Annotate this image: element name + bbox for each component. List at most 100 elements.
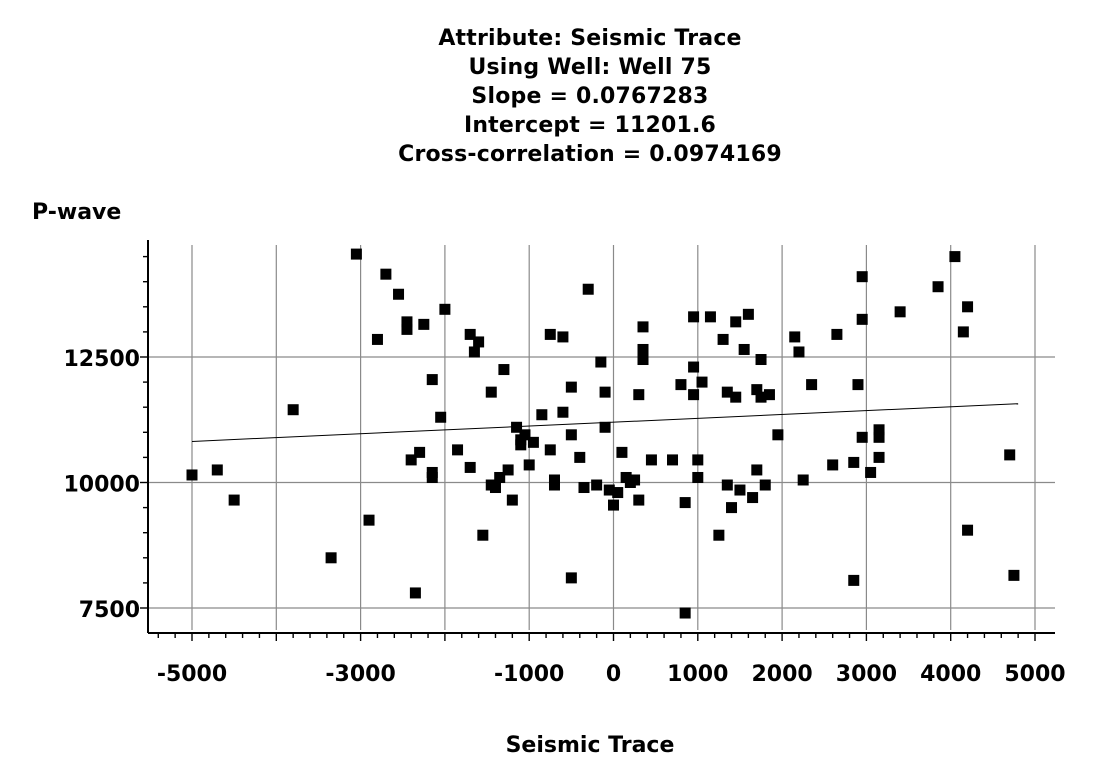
x-tick-label-4000: 4000	[920, 662, 981, 687]
data-point-96	[759, 479, 771, 491]
data-point-94	[755, 354, 767, 366]
data-point-119	[962, 301, 974, 313]
data-point-98	[772, 429, 784, 441]
data-point-13	[409, 587, 421, 599]
data-point-10	[401, 316, 413, 328]
x-tick-label--3000: -3000	[325, 662, 395, 687]
tick-labels: -5000 -3000 -1000 0 1000 2000 3000 4000 5000 7500…	[63, 347, 1065, 687]
data-point-29	[489, 482, 501, 494]
tick-marks	[140, 255, 1036, 641]
data-point-82	[717, 333, 729, 345]
x-tick-label--5000: -5000	[157, 662, 227, 687]
data-point-101	[797, 474, 809, 486]
data-point-67	[637, 343, 649, 355]
data-point-71	[675, 379, 687, 391]
data-point-73	[679, 497, 691, 509]
axes	[147, 240, 1055, 634]
data-point-9	[393, 288, 405, 300]
x-tick-label-0: 0	[606, 662, 621, 687]
data-point-102	[806, 379, 818, 391]
data-point-70	[667, 454, 679, 466]
data-point-44	[548, 479, 560, 491]
data-point-45	[557, 331, 569, 343]
x-tick-label-3000: 3000	[836, 662, 897, 687]
data-point-56	[599, 386, 611, 398]
data-point-41	[544, 328, 556, 340]
y-axis-label: P-wave	[32, 200, 122, 225]
y-tick-label-10000: 10000	[63, 473, 140, 498]
data-point-8	[380, 268, 392, 280]
data-point-52	[582, 283, 594, 295]
data-point-34	[511, 421, 523, 433]
y-tick-label-12500: 12500	[63, 347, 140, 372]
data-point-111	[865, 466, 877, 478]
data-point-116	[932, 281, 944, 293]
title-line-slope: Slope = 0.0767283	[471, 84, 709, 109]
data-point-4	[325, 552, 337, 564]
data-point-36	[515, 439, 527, 451]
y-tick-label-7500: 7500	[79, 598, 140, 623]
data-point-113	[873, 431, 885, 443]
data-point-110	[856, 431, 868, 443]
data-point-65	[633, 389, 645, 401]
data-point-7	[371, 333, 383, 345]
data-point-6	[363, 514, 375, 526]
data-point-95	[755, 391, 767, 403]
data-point-74	[688, 361, 700, 373]
data-point-63	[629, 474, 641, 486]
data-point-32	[502, 464, 514, 476]
data-point-25	[473, 336, 485, 348]
data-point-0	[186, 469, 198, 481]
data-point-107	[852, 379, 864, 391]
data-point-81	[713, 529, 725, 541]
title-line-intercept: Intercept = 11201.6	[463, 113, 717, 138]
data-point-115	[894, 306, 906, 318]
data-point-78	[692, 454, 704, 466]
data-point-85	[726, 502, 738, 514]
data-point-42	[544, 444, 556, 456]
data-point-31	[498, 364, 510, 376]
data-point-103	[827, 459, 839, 471]
data-point-100	[793, 346, 805, 358]
title-line-well: Using Well: Well 75	[468, 55, 712, 80]
data-point-72	[679, 607, 691, 619]
data-point-108	[856, 271, 868, 283]
data-point-76	[688, 311, 700, 323]
data-point-84	[721, 479, 733, 491]
data-point-40	[536, 409, 548, 421]
data-point-118	[957, 326, 969, 338]
data-point-53	[591, 479, 603, 491]
data-point-117	[949, 251, 961, 263]
data-point-11	[401, 323, 413, 335]
data-point-92	[751, 384, 763, 396]
data-points	[186, 248, 1020, 619]
data-point-106	[848, 574, 860, 586]
data-point-30	[494, 471, 506, 483]
data-point-1	[211, 464, 223, 476]
data-point-64	[633, 494, 645, 506]
data-point-47	[565, 381, 577, 393]
data-point-33	[506, 494, 518, 506]
data-point-48	[565, 429, 577, 441]
data-point-15	[418, 318, 430, 330]
data-point-60	[616, 446, 628, 458]
data-point-59	[612, 487, 624, 499]
data-point-89	[738, 343, 750, 355]
data-point-16	[426, 374, 438, 386]
data-point-99	[789, 331, 801, 343]
data-point-57	[603, 484, 615, 496]
data-point-37	[519, 429, 531, 441]
data-point-18	[426, 471, 438, 483]
data-point-26	[477, 529, 489, 541]
data-point-55	[599, 421, 611, 433]
data-point-77	[692, 471, 704, 483]
data-point-23	[464, 328, 476, 340]
data-point-39	[527, 436, 539, 448]
data-point-69	[645, 454, 657, 466]
data-point-12	[405, 454, 417, 466]
data-point-105	[848, 456, 860, 468]
data-point-21	[452, 444, 464, 456]
data-point-19	[435, 411, 447, 423]
x-tick-label-1000: 1000	[667, 662, 728, 687]
